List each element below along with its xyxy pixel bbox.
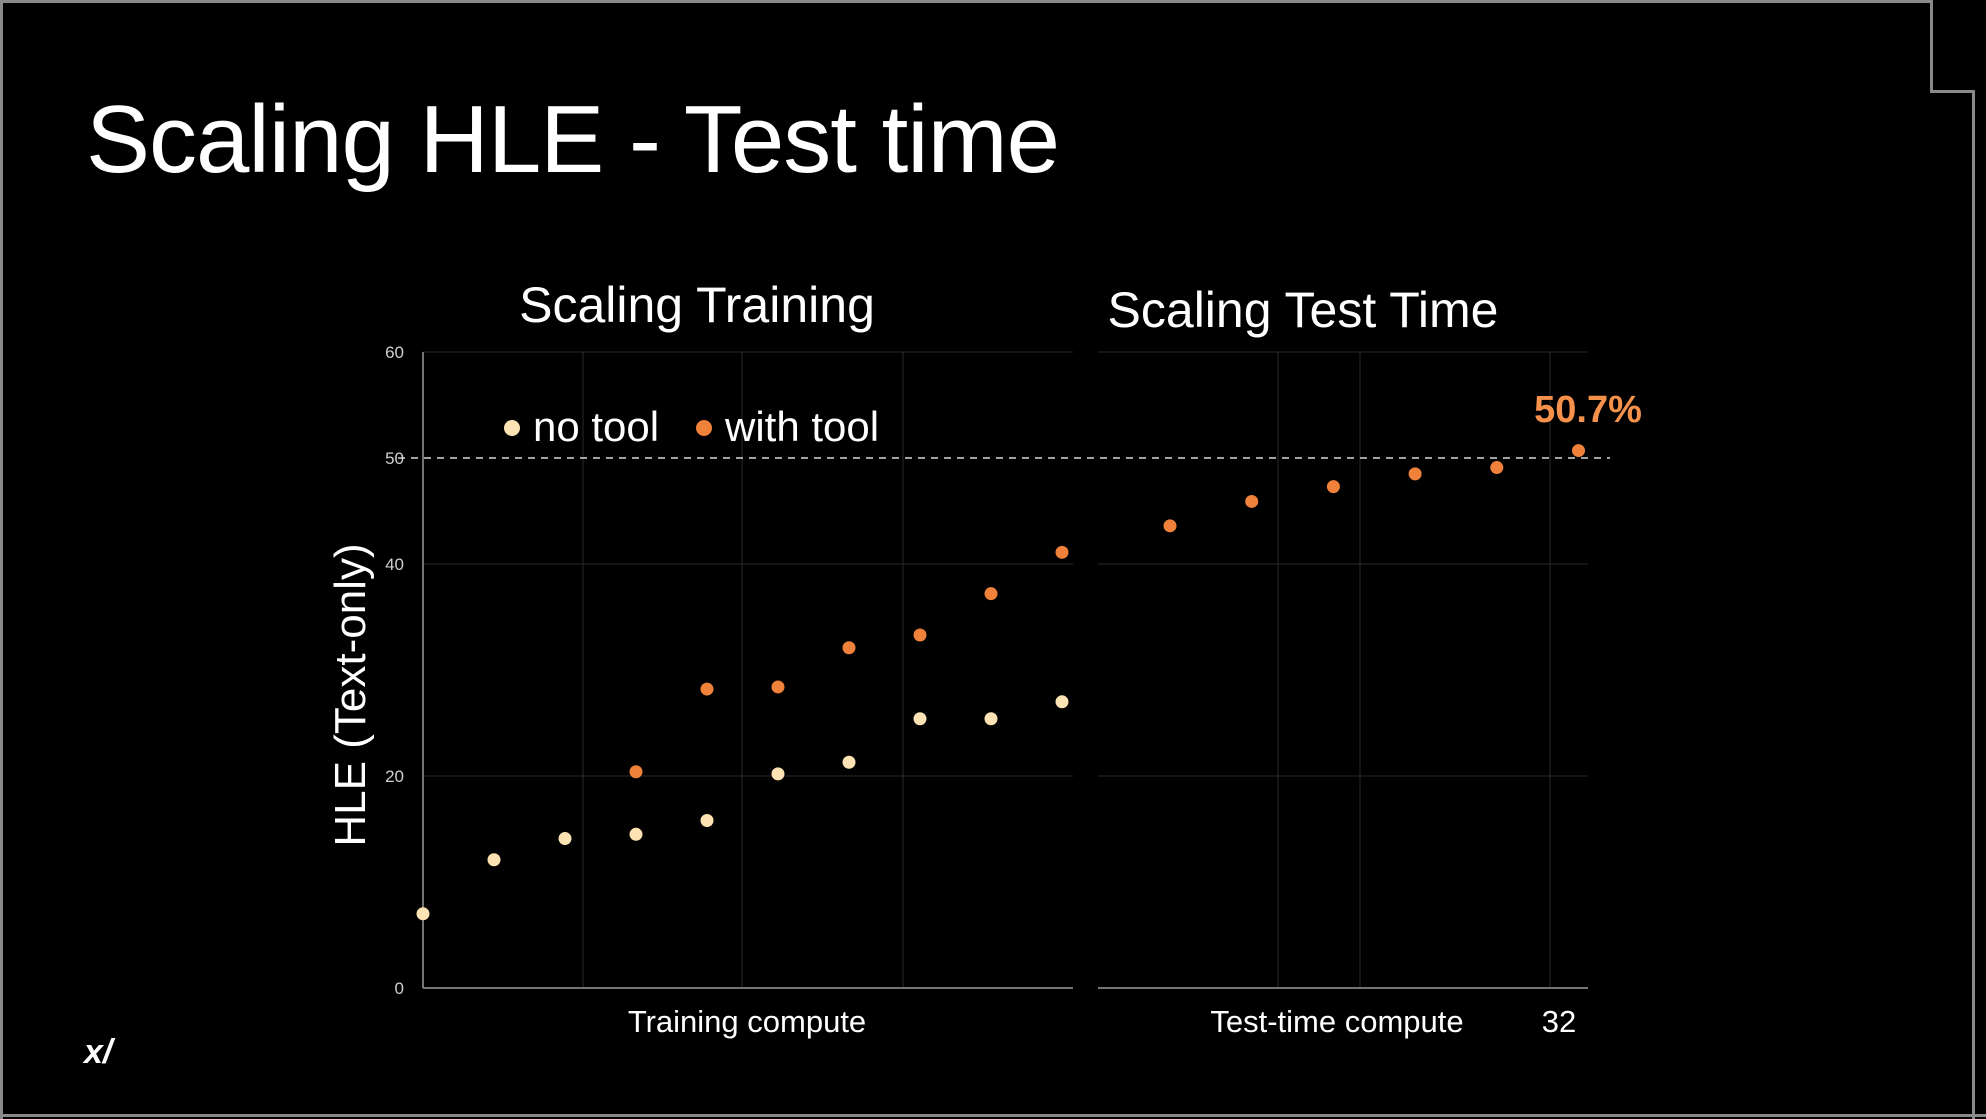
data-point <box>416 907 430 921</box>
legend-label: with tool <box>724 403 879 450</box>
highlight-annotation: 50.7% <box>1534 389 1642 431</box>
data-point <box>1490 461 1504 475</box>
y-tick-label: 40 <box>385 555 404 574</box>
data-point <box>1245 494 1259 508</box>
data-point <box>984 587 998 601</box>
data-point <box>1572 444 1585 458</box>
xai-logo: x/ <box>84 1033 113 1071</box>
data-point <box>700 814 714 828</box>
x-axis-label: Test-time compute <box>1210 1004 1463 1039</box>
data-point <box>629 827 643 841</box>
data-point <box>1408 467 1422 481</box>
data-point <box>629 765 643 779</box>
data-point <box>487 853 501 867</box>
frame-right <box>1972 92 1975 1119</box>
x-tick-label: 32 <box>1542 1004 1576 1039</box>
data-point <box>842 641 856 655</box>
data-point <box>984 712 998 726</box>
frame-bottom <box>0 1114 1986 1117</box>
frame-left <box>0 0 3 1119</box>
y-tick-label: 20 <box>385 767 404 786</box>
data-point <box>1163 519 1177 533</box>
page-title: Scaling HLE - Test time <box>86 86 1060 193</box>
data-point <box>1055 545 1069 559</box>
y-tick-label: 60 <box>385 343 404 362</box>
panel-title: Scaling Test Time <box>1108 282 1499 338</box>
y-tick-label: 0 <box>395 979 404 998</box>
legend-marker <box>696 420 712 436</box>
y-axis-label: HLE (Text-only) <box>326 543 375 846</box>
data-point <box>913 628 927 642</box>
panel-title: Scaling Training <box>519 277 875 333</box>
data-point <box>558 832 572 846</box>
frame-corner-v <box>1930 0 1933 92</box>
data-point <box>1326 480 1340 494</box>
legend-label: no tool <box>533 403 659 450</box>
x-axis-label: Training compute <box>628 1004 866 1039</box>
frame-top <box>0 0 1930 3</box>
y-tick-label: 50 <box>385 449 404 468</box>
data-point <box>842 755 856 769</box>
data-point <box>700 682 714 696</box>
legend-marker <box>504 420 520 436</box>
data-point <box>913 712 927 726</box>
data-point <box>771 767 785 781</box>
frame-corner-h <box>1930 90 1975 93</box>
data-point <box>1055 695 1069 709</box>
data-point <box>771 680 785 694</box>
